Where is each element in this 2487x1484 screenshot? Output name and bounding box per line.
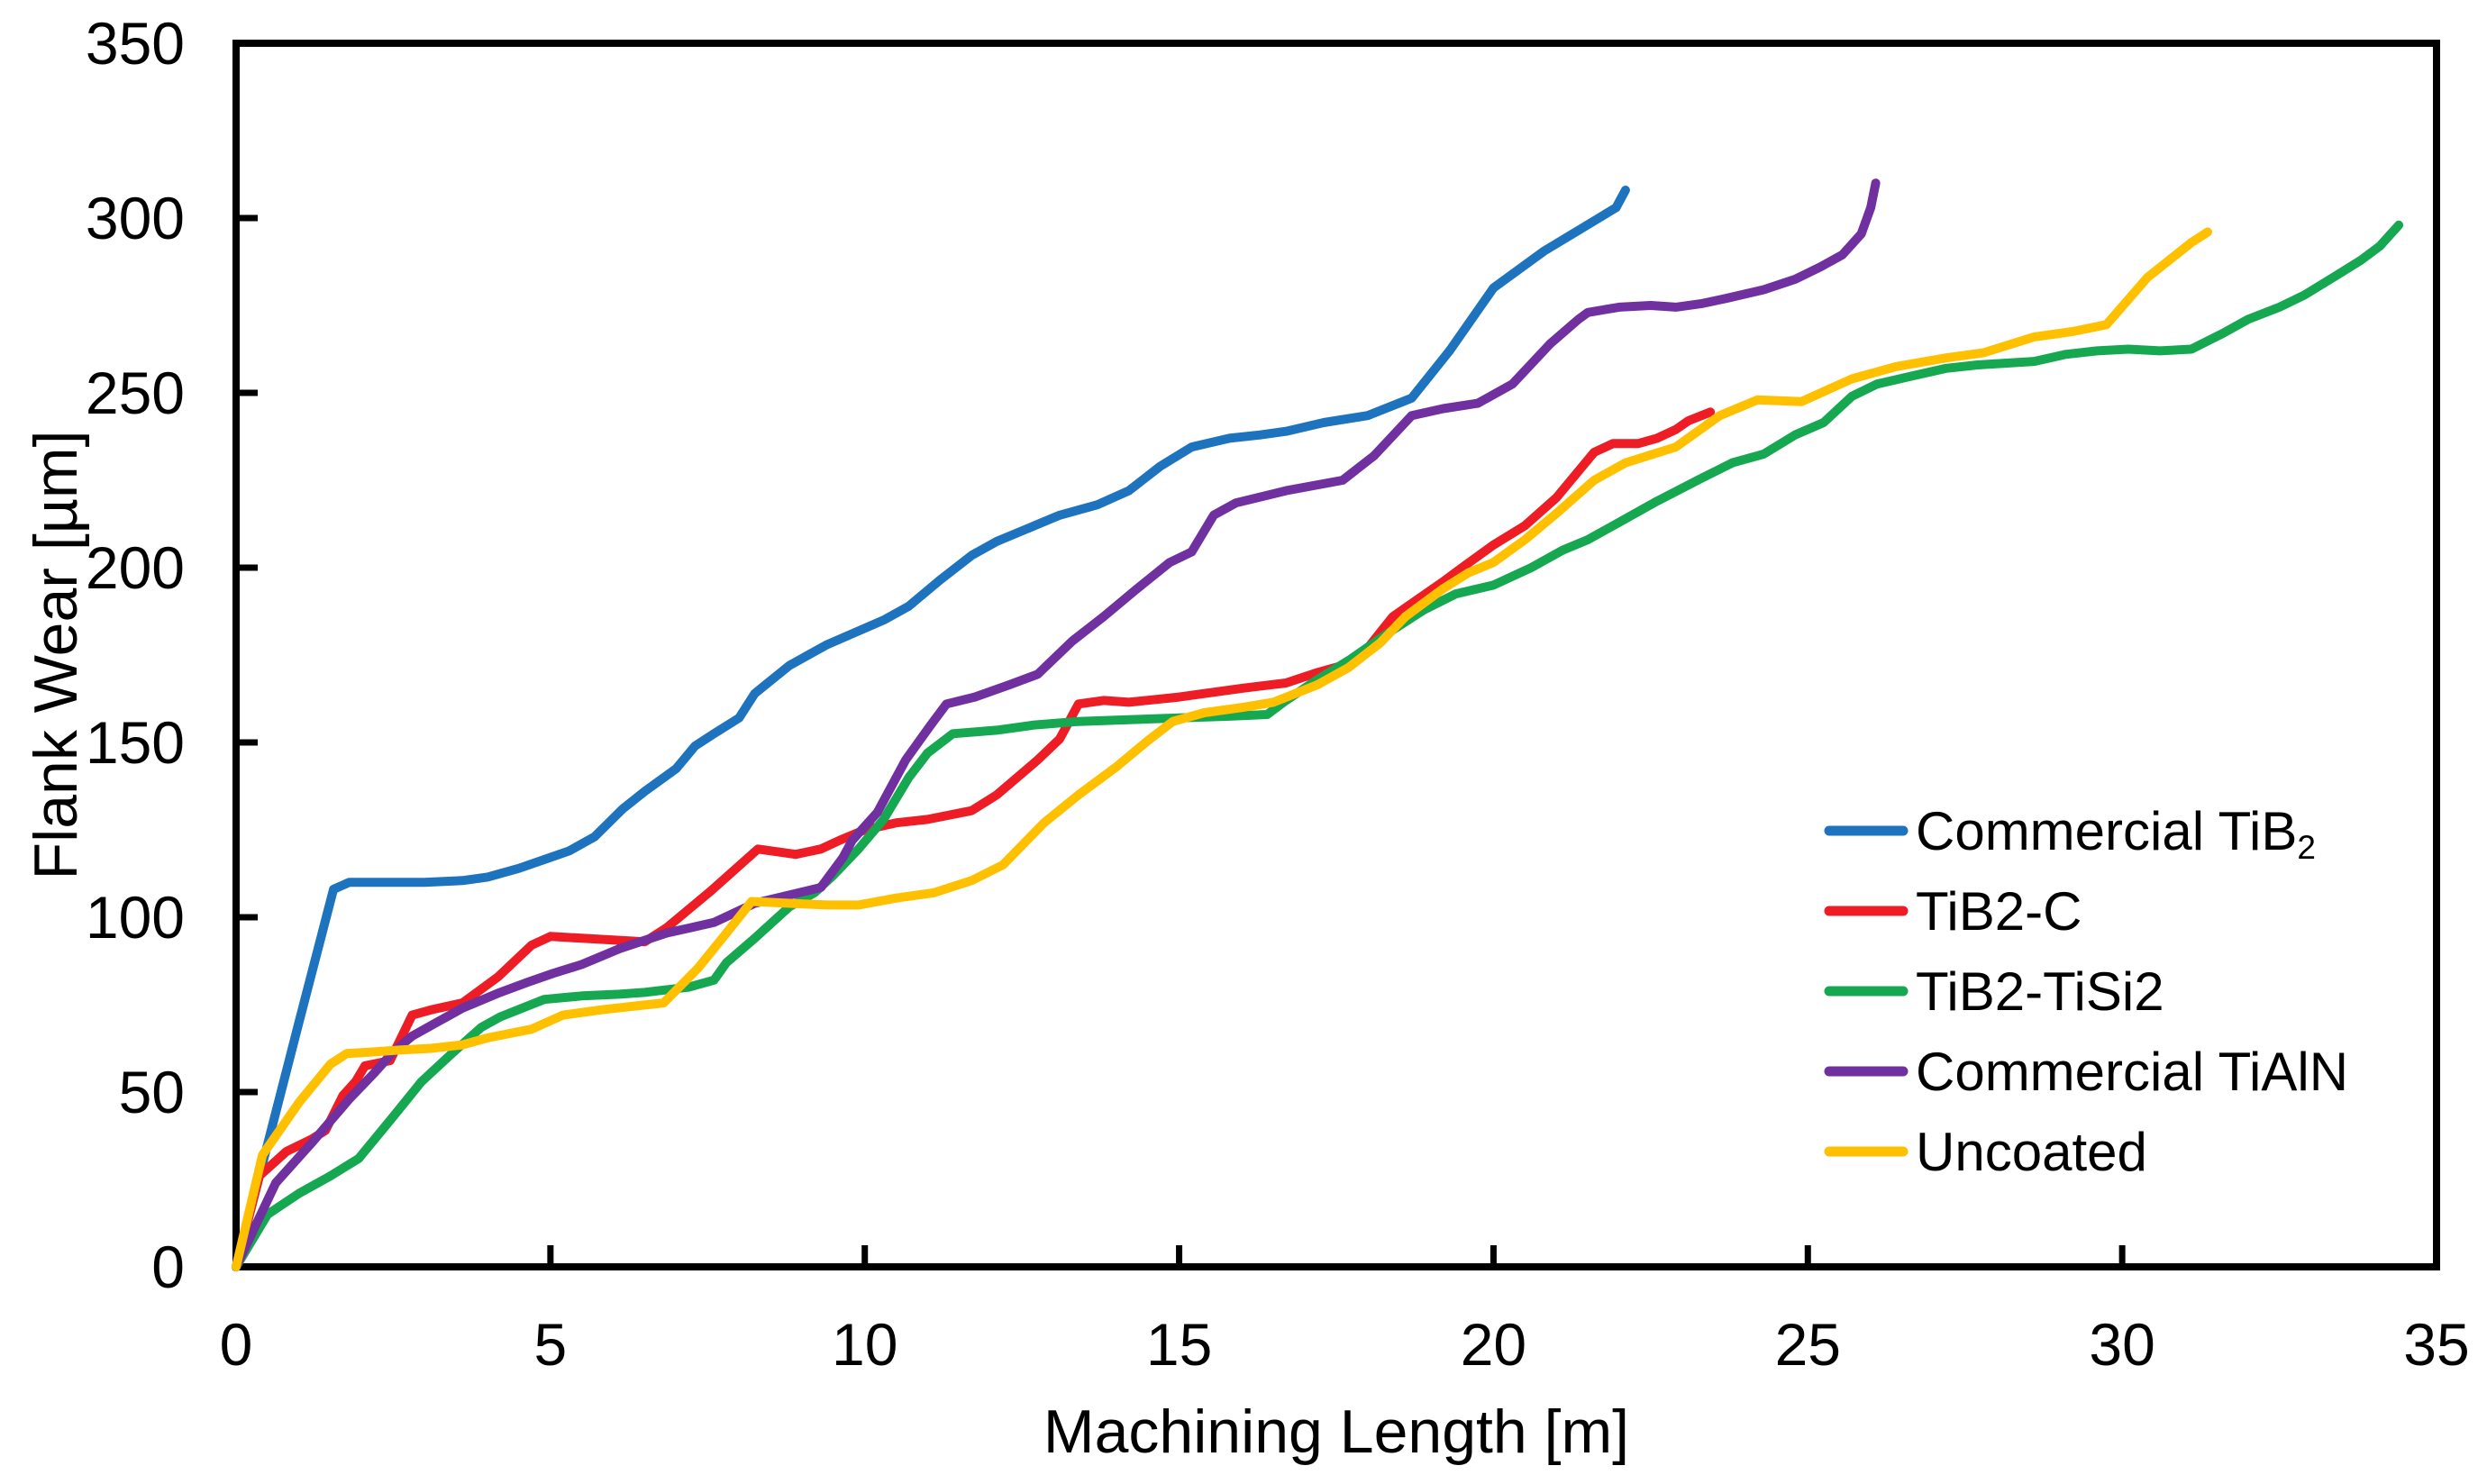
legend-label-commercial-tialn: Commercial TiAlN	[1916, 1042, 2348, 1102]
y-tick-label-250: 250	[86, 360, 185, 426]
y-tick-label-200: 200	[86, 534, 185, 601]
series-line-tib2-c	[232, 407, 1716, 1271]
x-tick-label-35: 35	[2403, 1311, 2469, 1378]
x-tick-marks	[547, 1245, 2126, 1267]
series-line-uncoated	[232, 227, 2212, 1271]
x-tick-labels: 0 5 10 15 20 25 30 35	[220, 1311, 2470, 1378]
legend-item-uncoated: Uncoated	[1824, 1122, 2147, 1182]
y-tick-label-0: 0	[151, 1234, 185, 1300]
y-tick-marks	[236, 214, 258, 1096]
y-tick-label-100: 100	[86, 884, 185, 951]
series-lines	[232, 178, 2404, 1271]
y-tick-labels: 0 50 100 150 200 250 300 350	[86, 10, 185, 1300]
x-tick-label-5: 5	[533, 1311, 567, 1378]
x-tick-label-30: 30	[2089, 1311, 2154, 1378]
chart-legend: Commercial TiB2 TiB2-C TiB2-TiSi2 Commercia…	[1824, 801, 2348, 1182]
legend-label-uncoated: Uncoated	[1916, 1122, 2147, 1182]
legend-item-tib2-c: TiB2-C	[1824, 881, 2082, 942]
legend-label-tib2-tisi2: TiB2-TiSi2	[1916, 961, 2164, 1022]
legend-label-commercial-tib2: Commercial TiB2	[1916, 801, 2316, 866]
series-line-tib2-tisi2	[232, 220, 2404, 1271]
legend-item-commercial-tib2: Commercial TiB2	[1824, 801, 2316, 866]
y-tick-label-300: 300	[86, 185, 185, 251]
legend-label-tib2-c: TiB2-C	[1916, 881, 2082, 942]
y-axis-title: Flank Wear [µm]	[22, 431, 90, 880]
x-tick-label-10: 10	[832, 1311, 897, 1378]
x-tick-label-15: 15	[1146, 1311, 1212, 1378]
y-tick-label-50: 50	[119, 1059, 185, 1125]
series-line-commercial-tib2	[232, 186, 1630, 1271]
series-line-commercial-tialn	[232, 178, 1881, 1271]
x-tick-label-20: 20	[1461, 1311, 1526, 1378]
x-axis-title: Machining Length [m]	[1043, 1398, 1629, 1466]
x-tick-label-25: 25	[1775, 1311, 1841, 1378]
legend-item-tib2-tisi2: TiB2-TiSi2	[1824, 961, 2164, 1022]
plot-border	[232, 40, 2440, 1270]
y-tick-label-150: 150	[86, 709, 185, 776]
y-tick-label-350: 350	[86, 10, 185, 77]
x-tick-label-0: 0	[220, 1311, 253, 1378]
legend-item-commercial-tialn: Commercial TiAlN	[1824, 1042, 2348, 1102]
